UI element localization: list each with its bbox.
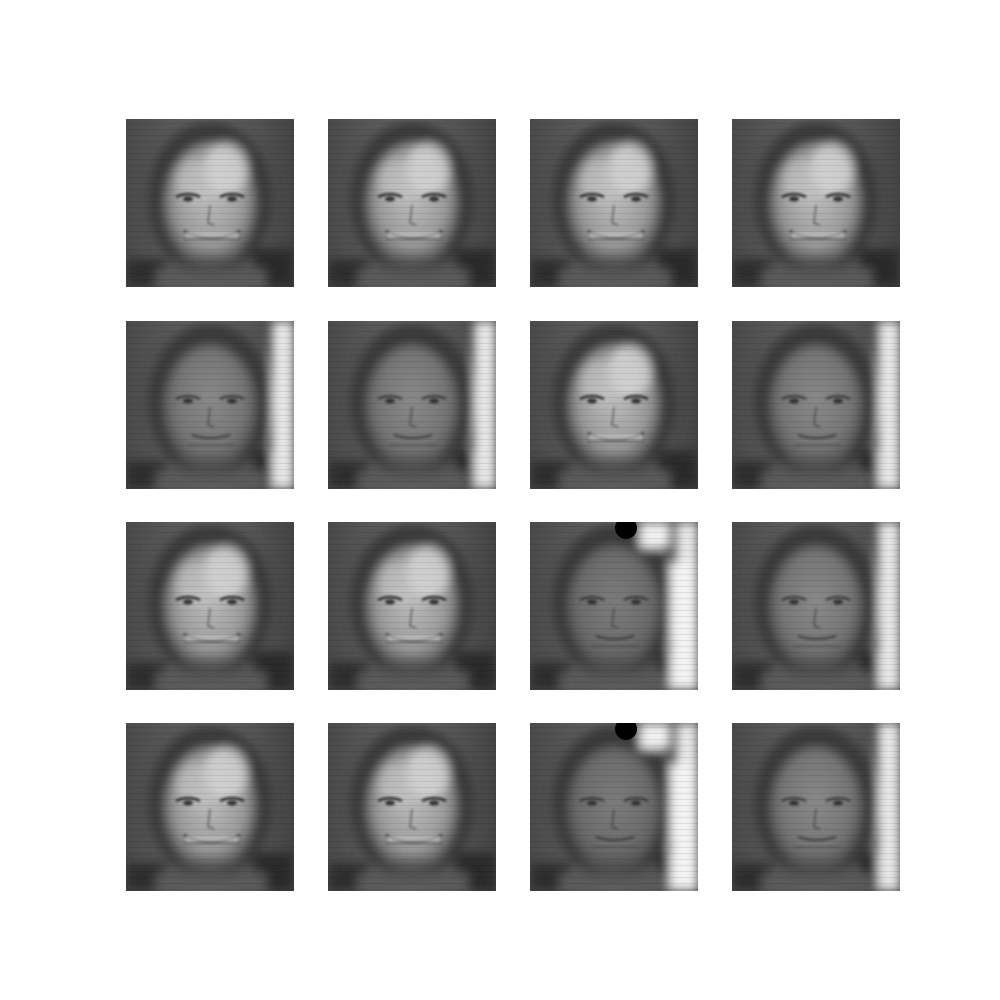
generated-face-image [328, 723, 496, 891]
generated-face-image [530, 522, 698, 690]
generated-face-image [126, 522, 294, 690]
generated-face-image [732, 321, 900, 489]
generated-face-image [328, 119, 496, 287]
generated-face-image [732, 522, 900, 690]
generated-face-image [530, 723, 698, 891]
generated-face-image [126, 321, 294, 489]
generated-face-image [328, 522, 496, 690]
generated-face-image [732, 119, 900, 287]
generated-face-image [126, 723, 294, 891]
generated-face-image [126, 119, 294, 287]
generated-face-image [530, 119, 698, 287]
generated-face-image [530, 321, 698, 489]
generated-face-image [328, 321, 496, 489]
generated-face-image [732, 723, 900, 891]
